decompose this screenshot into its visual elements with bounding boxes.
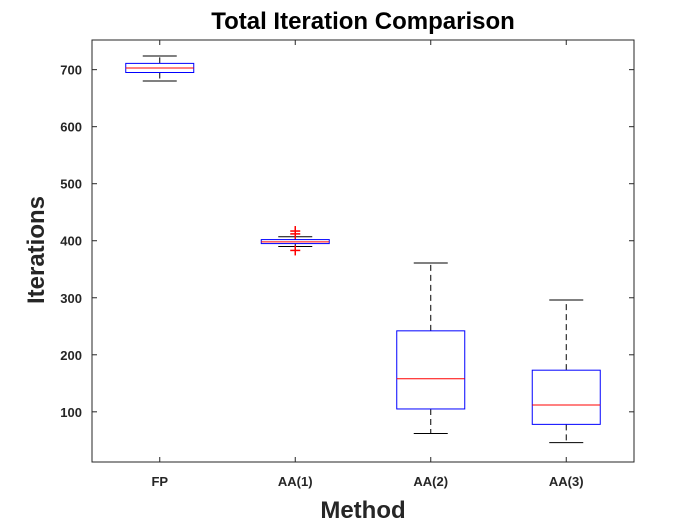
x-tick-label: AA(2): [413, 474, 448, 489]
x-tick-label: AA(1): [278, 474, 313, 489]
y-tick-label: 500: [60, 177, 82, 192]
x-tick-label: AA(3): [549, 474, 584, 489]
outlier-marker: [290, 226, 301, 237]
iqr-box: [531, 369, 601, 425]
y-tick-label: 200: [60, 348, 82, 363]
x-tick-label: FP: [151, 474, 168, 489]
x-axis-label: Method: [320, 497, 405, 524]
y-tick-label: 700: [60, 63, 82, 78]
outlier-marker: [290, 245, 301, 256]
y-tick-label: 300: [60, 291, 82, 306]
plot-area-frame: [91, 39, 635, 463]
y-axis: 100 200 300 400 500 600 700: [60, 63, 634, 420]
y-tick-label: 400: [60, 234, 82, 249]
iqr-box: [396, 330, 466, 410]
box-aa-1: [260, 226, 330, 256]
y-axis-label: Iterations: [23, 196, 50, 304]
box-aa-2: [396, 262, 466, 434]
y-tick-label: 100: [60, 405, 82, 420]
chart-title: Total Iteration Comparison: [211, 8, 515, 35]
y-tick-label: 600: [60, 120, 82, 135]
box-fp: [125, 55, 195, 82]
box-aa-3: [531, 299, 601, 444]
box-series: [125, 55, 601, 444]
x-axis: FP AA(1) AA(2) AA(3): [151, 40, 584, 489]
